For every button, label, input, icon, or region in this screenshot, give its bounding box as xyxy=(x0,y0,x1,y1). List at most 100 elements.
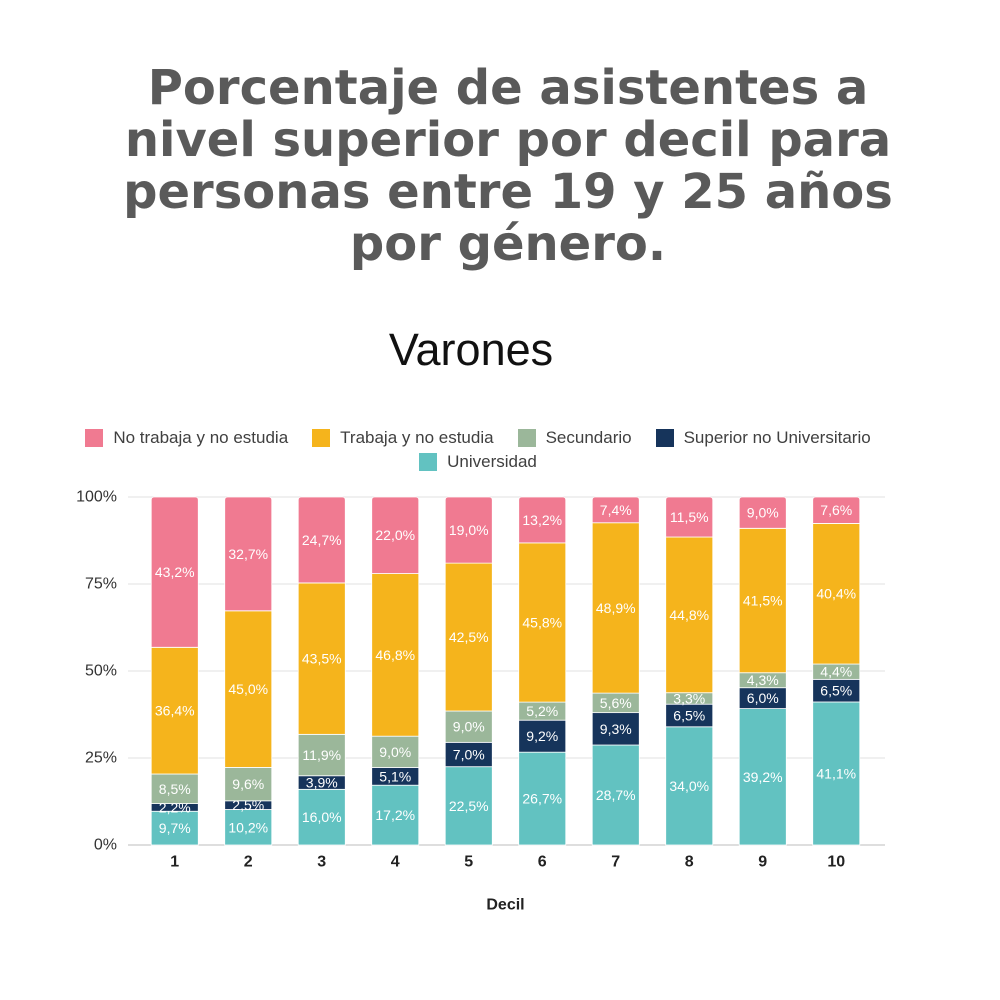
bar-decil-1-universidad xyxy=(150,810,199,846)
chart-title-line-4: por género. xyxy=(349,216,667,272)
bar-decil-5-no-trabaja-y-no-estudia xyxy=(444,496,493,564)
data-label-decil-10-trabaja-y-no-estudia: 40,4% xyxy=(816,586,856,602)
bar-decil-10-universidad xyxy=(812,701,861,846)
data-label-decil-10-no-trabaja-y-no-estudia: 7,6% xyxy=(820,502,852,518)
data-label-decil-8-secundario: 3,3% xyxy=(673,690,705,706)
legend-swatch xyxy=(85,429,104,447)
data-label-decil-3-trabaja-y-no-estudia: 43,5% xyxy=(302,651,342,667)
data-label-decil-9-secundario: 4,3% xyxy=(747,672,779,688)
x-tick-label: 5 xyxy=(464,854,473,871)
bar-decil-4-no-trabaja-y-no-estudia xyxy=(371,496,420,574)
data-label-decil-8-trabaja-y-no-estudia: 44,8% xyxy=(669,607,709,623)
bar-decil-5-universidad xyxy=(444,766,493,846)
data-label-decil-2-superior-no-universitario: 2,5% xyxy=(232,797,264,813)
legend-swatch xyxy=(312,429,331,447)
data-label-decil-10-secundario: 4,4% xyxy=(820,664,852,680)
chart-subtitle: Varones xyxy=(388,324,554,375)
x-axis-label: Decil xyxy=(486,897,524,914)
legend-label: Secundario xyxy=(545,428,632,447)
data-label-decil-4-trabaja-y-no-estudia: 46,8% xyxy=(375,647,415,663)
data-label-decil-9-universidad: 39,2% xyxy=(743,769,783,785)
data-label-decil-7-trabaja-y-no-estudia: 48,9% xyxy=(596,600,636,616)
stacked-bar-chart: 0%25%50%75%100% 9,7%2,2%8,5%36,4%43,2%10… xyxy=(76,489,885,914)
data-label-decil-2-secundario: 9,6% xyxy=(232,776,264,792)
data-label-decil-1-secundario: 8,5% xyxy=(159,781,191,797)
data-label-decil-3-no-trabaja-y-no-estudia: 24,7% xyxy=(302,532,342,548)
y-tick-label: 50% xyxy=(85,663,117,680)
data-label-decil-7-superior-no-universitario: 9,3% xyxy=(600,721,632,737)
data-label-decil-3-universidad: 16,0% xyxy=(302,809,342,825)
bar-decil-8-universidad xyxy=(665,726,714,846)
data-label-decil-2-trabaja-y-no-estudia: 45,0% xyxy=(228,681,268,697)
data-label-decil-6-superior-no-universitario: 9,2% xyxy=(526,728,558,744)
data-label-decil-10-universidad: 41,1% xyxy=(816,765,856,781)
legend-label: Universidad xyxy=(447,452,537,471)
legend-item-no-trabaja-y-no-estudia: No trabaja y no estudia xyxy=(85,426,288,450)
bar-decil-2-secundario xyxy=(224,766,273,802)
bar-decil-6-no-trabaja-y-no-estudia xyxy=(518,496,567,544)
data-label-decil-8-no-trabaja-y-no-estudia: 11,5% xyxy=(670,509,709,525)
data-label-decil-5-superior-no-universitario: 7,0% xyxy=(453,747,485,763)
legend-swatch xyxy=(419,453,438,471)
x-tick-label: 2 xyxy=(244,854,253,871)
bar-decil-4-trabaja-y-no-estudia xyxy=(371,573,420,737)
bar-decil-7-trabaja-y-no-estudia xyxy=(591,522,640,694)
data-label-decil-6-universidad: 26,7% xyxy=(522,791,562,807)
chart-title-line-2: nivel superior por decil para xyxy=(124,112,892,168)
data-label-decil-5-trabaja-y-no-estudia: 42,5% xyxy=(449,629,489,645)
bar-decil-5-secundario xyxy=(444,710,493,743)
data-label-decil-4-superior-no-universitario: 5,1% xyxy=(379,768,411,784)
data-label-decil-1-no-trabaja-y-no-estudia: 43,2% xyxy=(155,564,195,580)
chart-title: Porcentaje de asistentes a nivel superio… xyxy=(16,62,1000,270)
data-label-decil-3-superior-no-universitario: 3,9% xyxy=(306,775,338,791)
x-tick-label: 4 xyxy=(391,854,400,871)
data-labels: 9,7% 2,2% 8,5% 36,4% 43,2% 10,2% 2,5% 9,6% 45,0%… xyxy=(155,502,856,836)
data-label-decil-7-no-trabaja-y-no-estudia: 7,4% xyxy=(600,502,632,518)
bar-decil-3-secundario xyxy=(297,733,346,777)
bar-decil-10-trabaja-y-no-estudia xyxy=(812,523,861,665)
bar-decil-3-universidad xyxy=(297,788,346,846)
x-tick-label: 10 xyxy=(827,854,845,871)
bar-decil-4-secundario xyxy=(371,735,420,768)
bar-decil-7-superior-no-universitario xyxy=(591,712,640,746)
data-label-decil-1-trabaja-y-no-estudia: 36,4% xyxy=(155,703,195,719)
bar-decil-8-no-trabaja-y-no-estudia xyxy=(665,496,714,538)
bar-decil-6-universidad xyxy=(518,751,567,846)
y-tick-label: 100% xyxy=(76,489,117,506)
y-axis-tick-labels: 0% 25% 50% 75% 100% xyxy=(76,489,117,854)
y-tick-label: 0% xyxy=(94,837,117,854)
bar-decil-1-secundario xyxy=(150,773,199,804)
data-label-decil-2-universidad: 10,2% xyxy=(228,819,268,835)
legend-item-universidad: Universidad xyxy=(419,450,537,474)
bar-decil-6-trabaja-y-no-estudia xyxy=(518,542,567,703)
x-tick-label: 1 xyxy=(170,854,179,871)
y-tick-label: 25% xyxy=(85,750,117,767)
data-label-decil-9-no-trabaja-y-no-estudia: 9,0% xyxy=(747,505,779,521)
x-tick-label: 8 xyxy=(685,854,694,871)
data-label-decil-8-superior-no-universitario: 6,5% xyxy=(673,707,705,723)
data-label-decil-7-secundario: 5,6% xyxy=(600,695,632,711)
data-label-decil-4-no-trabaja-y-no-estudia: 22,0% xyxy=(375,527,415,543)
bar-decil-4-universidad xyxy=(371,784,420,846)
x-tick-label: 9 xyxy=(758,854,767,871)
data-label-decil-3-secundario: 11,9% xyxy=(302,747,341,763)
bar-decil-7-no-trabaja-y-no-estudia xyxy=(591,496,640,524)
data-label-decil-9-superior-no-universitario: 6,0% xyxy=(747,690,779,706)
data-label-decil-2-no-trabaja-y-no-estudia: 32,7% xyxy=(228,546,268,562)
chart-legend: No trabaja y no estudia Trabaja y no estu… xyxy=(58,426,898,474)
bar-decil-3-no-trabaja-y-no-estudia xyxy=(297,496,346,584)
bar-decil-9-no-trabaja-y-no-estudia xyxy=(738,496,787,529)
x-tick-label: 7 xyxy=(611,854,620,871)
bar-decil-10-no-trabaja-y-no-estudia xyxy=(812,496,861,524)
chart-title-line-3: personas entre 19 y 25 años xyxy=(123,164,893,220)
data-label-decil-6-secundario: 5,2% xyxy=(526,703,558,719)
x-axis-tick-labels: 1 2 3 4 5 6 7 8 9 10 xyxy=(170,854,845,871)
bar-decil-2-no-trabaja-y-no-estudia xyxy=(224,496,273,612)
data-label-decil-4-secundario: 9,0% xyxy=(379,744,411,760)
x-tick-label: 6 xyxy=(538,854,547,871)
bar-decil-1-no-trabaja-y-no-estudia xyxy=(150,496,199,648)
data-label-decil-5-universidad: 22,5% xyxy=(449,798,489,814)
chart-title-line-1: Porcentaje de asistentes a xyxy=(147,60,869,116)
legend-item-secundario: Secundario xyxy=(517,426,632,450)
